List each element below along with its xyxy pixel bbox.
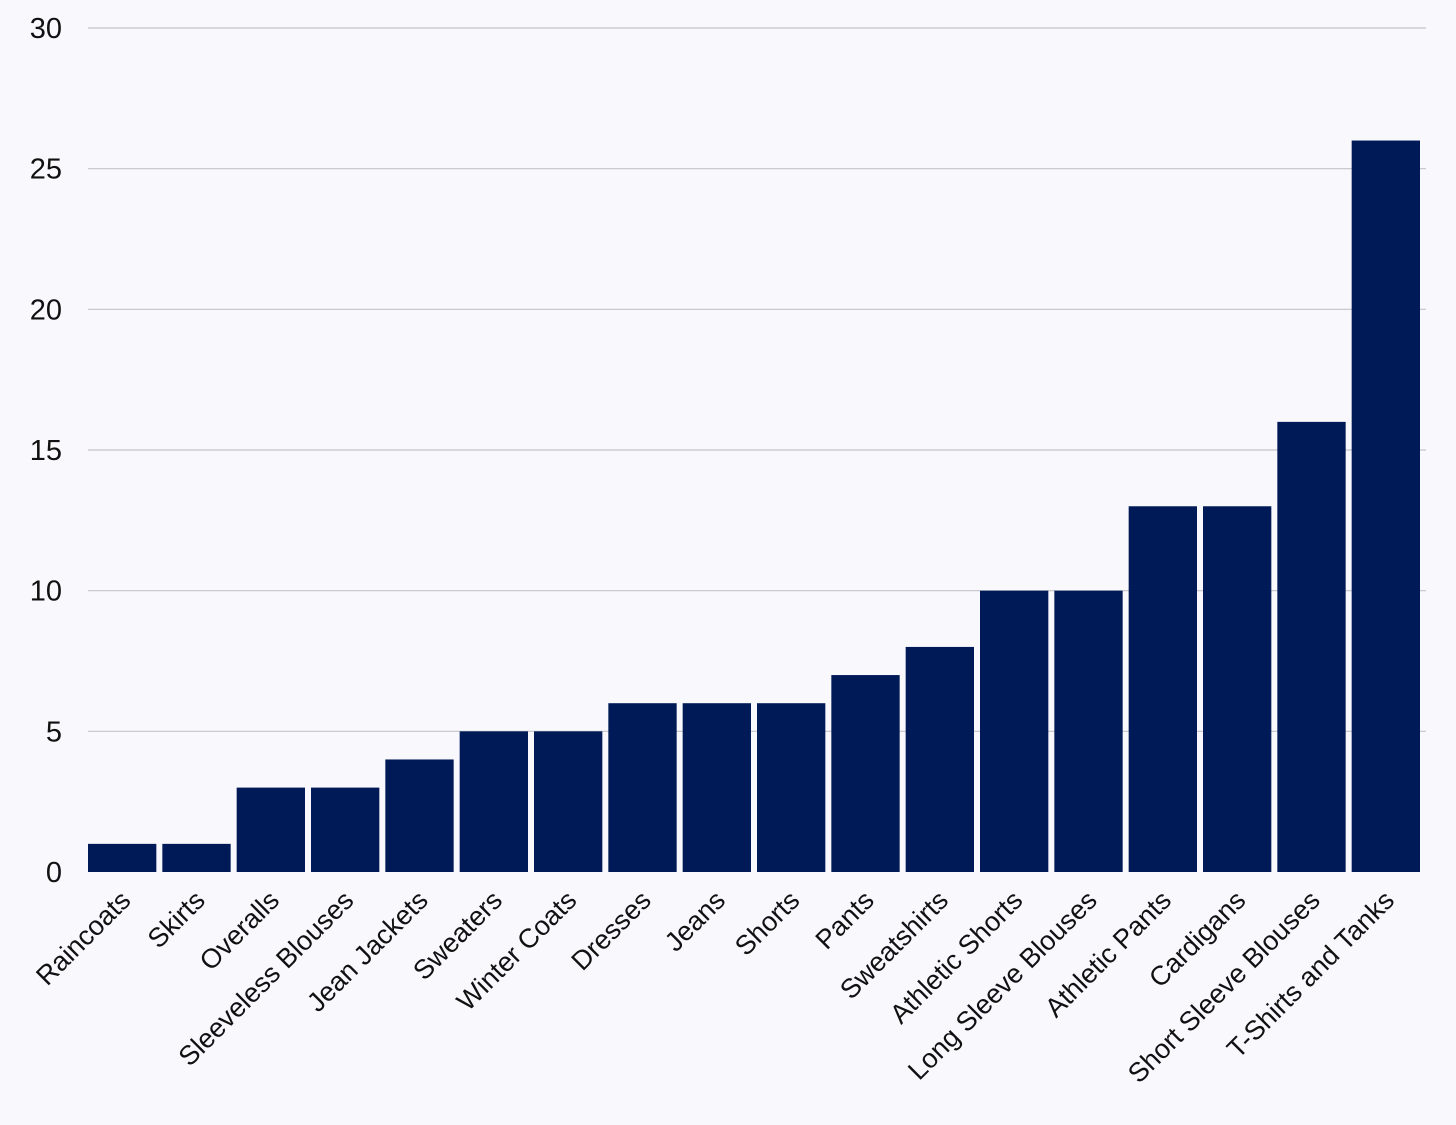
bar [459, 731, 528, 872]
bar [162, 843, 231, 872]
bar [980, 590, 1049, 872]
x-tick-label: Dresses [566, 885, 657, 976]
bar [236, 787, 305, 872]
y-tick-label: 15 [30, 435, 62, 467]
bar [1277, 421, 1346, 872]
bar [905, 646, 974, 872]
bar [1203, 506, 1272, 872]
bar [385, 759, 454, 872]
y-axis-ticks: 0 5 10 15 20 25 30 [30, 13, 62, 889]
y-tick-label: 10 [30, 576, 62, 608]
bar [1128, 506, 1197, 872]
y-tick-label: 30 [30, 13, 62, 45]
bar [88, 843, 157, 872]
y-tick-label: 20 [30, 294, 62, 326]
y-tick-label: 25 [30, 154, 62, 186]
bar [1054, 590, 1123, 872]
x-tick-label: Pants [810, 885, 880, 955]
y-tick-label: 5 [46, 716, 62, 748]
bar [682, 703, 751, 872]
bar [534, 731, 603, 872]
bars [88, 140, 1420, 873]
bar [757, 703, 826, 872]
bar [831, 675, 900, 872]
x-tick-label: Jeans [659, 885, 731, 957]
bar [608, 703, 677, 872]
x-tick-label: Raincoats [30, 885, 136, 991]
x-tick-label: Shorts [729, 885, 805, 961]
bar [1351, 140, 1420, 873]
y-tick-label: 0 [46, 857, 62, 889]
x-tick-label: Athletic Shorts [884, 885, 1028, 1029]
bar [311, 787, 380, 872]
x-tick-label: Skirts [142, 885, 211, 954]
